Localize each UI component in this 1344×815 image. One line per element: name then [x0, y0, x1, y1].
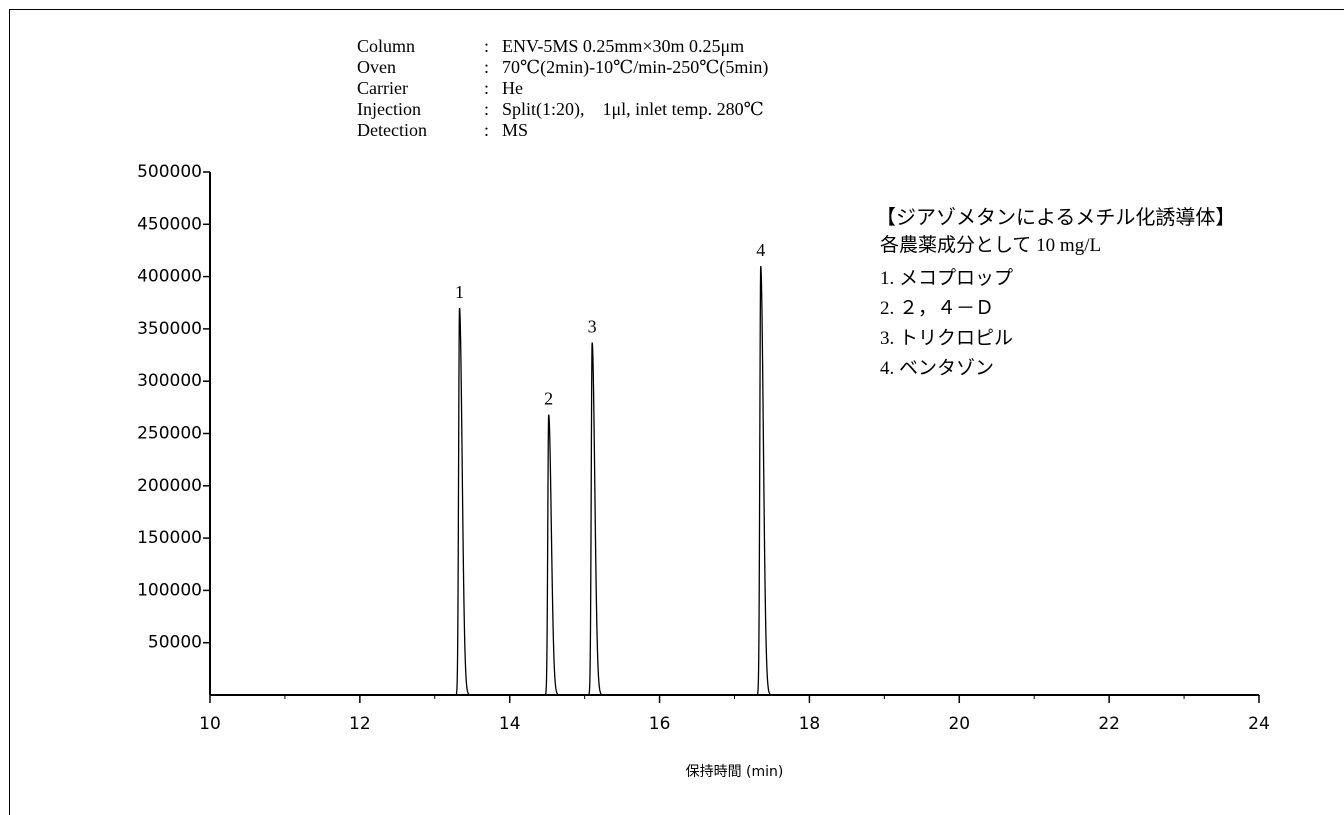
x-tick-label: 16 [649, 714, 671, 734]
condition-value: Split(1:20), 1μl, inlet temp. 280℃ [502, 99, 764, 120]
peak-label: 4 [756, 240, 765, 260]
x-tick-label: 22 [1098, 714, 1120, 734]
figure-frame [9, 9, 1344, 815]
analysis-conditions: Column: ENV-5MS 0.25mm×30m 0.25μmOven:70℃… [357, 36, 768, 140]
legend-title: 【ジアゾメタンによるメチル化誘導体】 [876, 206, 1235, 229]
legend-item: 2. ２，４－Ｄ [880, 298, 994, 319]
y-tick-label: 300000 [137, 371, 202, 391]
condition-separator: : [484, 99, 489, 119]
condition-separator: : [484, 36, 489, 56]
condition-value: ENV-5MS 0.25mm×30m 0.25μm [502, 36, 744, 56]
y-tick-label: 400000 [137, 267, 202, 287]
condition-value: He [502, 78, 523, 98]
y-tick-label: 100000 [137, 580, 202, 600]
x-tick-label: 18 [799, 714, 821, 734]
condition-label: Injection [357, 99, 421, 119]
y-tick-label: 50000 [148, 633, 202, 653]
condition-label: Detection [357, 120, 427, 140]
legend-item: 3. トリクロピル [880, 327, 1013, 349]
legend-item: 4. ベンタゾン [880, 357, 994, 379]
condition-separator: : [484, 120, 489, 140]
x-tick-label: 10 [199, 714, 221, 734]
peak-label: 1 [455, 282, 464, 302]
condition-label: Column [357, 36, 415, 56]
legend-box: 【ジアゾメタンによるメチル化誘導体】各農薬成分として 10 mg/L 1. メコプ… [876, 206, 1235, 379]
y-tick-label: 500000 [137, 162, 202, 182]
peak-label: 2 [544, 389, 553, 409]
chromatogram-trace [210, 266, 1259, 696]
condition-value: 70℃(2min)-10℃/min-250℃(5min) [502, 57, 768, 78]
condition-separator: : [484, 78, 489, 98]
y-tick-label: 450000 [137, 214, 202, 234]
x-tick-label: 14 [499, 714, 521, 734]
peak-label: 3 [588, 316, 597, 336]
y-tick-label: 200000 [137, 476, 202, 496]
legend-item: 1. メコプロップ [880, 267, 1013, 289]
y-tick-label: 350000 [137, 319, 202, 339]
trace: 1 2 3 4 [210, 240, 1259, 696]
x-axis-label: 保持時間 (min) [686, 764, 784, 780]
y-tick-label: 250000 [137, 424, 202, 444]
condition-separator: : [484, 57, 489, 77]
y-tick-label: 150000 [137, 528, 202, 548]
x-tick-label: 24 [1248, 714, 1270, 734]
condition-label: Carrier [357, 78, 408, 98]
condition-value: MS [502, 120, 528, 140]
x-tick-label: 20 [948, 714, 970, 734]
x-tick-label: 12 [349, 714, 371, 734]
legend-subtitle: 各農薬成分として 10 mg/L [880, 234, 1101, 256]
condition-label: Oven [357, 57, 396, 77]
